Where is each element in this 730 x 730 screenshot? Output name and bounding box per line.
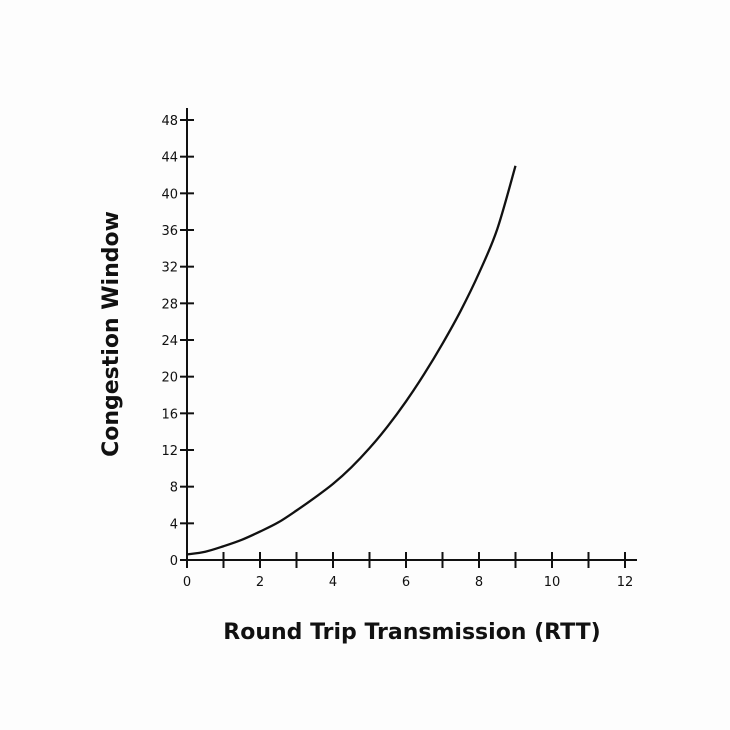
x-tick-label: 8 [475,575,483,590]
x-tick-label: 10 [544,575,561,590]
y-tick-label: 24 [161,334,178,349]
x-tick-label: 2 [256,575,264,590]
x-tick-label: 12 [617,575,634,590]
y-tick-label: 40 [161,187,178,202]
y-tick-label: 4 [170,517,178,532]
y-tick-label: 36 [161,224,178,239]
y-tick-label: 28 [161,297,178,312]
x-axis-title: Round Trip Transmission (RTT) [223,620,600,645]
y-axis-title: Congestion Window [99,211,124,457]
x-tick-label: 0 [183,575,191,590]
x-tick-label: 6 [402,575,410,590]
y-tick-label: 20 [161,371,178,386]
y-tick-label: 12 [161,444,178,459]
y-tick-label: 16 [161,407,178,422]
y-tick-label: 32 [161,261,178,276]
y-tick-label: 44 [161,151,178,166]
x-tick-label: 4 [329,575,337,590]
y-tick-label: 0 [170,554,178,569]
y-tick-label: 48 [161,114,178,129]
y-tick-label: 8 [170,481,178,496]
congestion-window-curve [186,165,517,556]
